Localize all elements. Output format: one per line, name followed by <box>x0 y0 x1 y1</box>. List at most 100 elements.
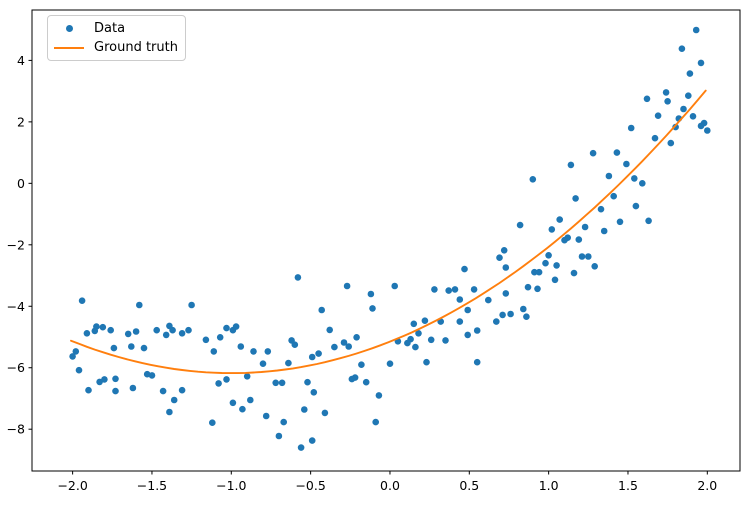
data-point <box>83 330 91 337</box>
x-tick-label: −2.0 <box>57 478 87 493</box>
data-point <box>250 348 257 355</box>
data-point <box>243 373 251 380</box>
data-point <box>520 305 527 313</box>
data-point <box>692 26 700 34</box>
data-point <box>272 379 280 387</box>
data-point <box>110 344 118 352</box>
data-point <box>680 105 687 113</box>
data-point <box>597 205 605 213</box>
data-point <box>651 134 659 142</box>
data-point <box>529 176 537 183</box>
data-point <box>69 353 76 360</box>
data-point <box>262 412 270 420</box>
data-point <box>581 223 589 231</box>
x-tick-label: 1.5 <box>618 478 638 493</box>
data-point <box>412 343 419 351</box>
data-point <box>188 301 195 309</box>
data-point <box>410 320 418 328</box>
data-point <box>215 380 222 387</box>
data-point <box>291 341 299 349</box>
data-point <box>170 396 178 404</box>
data-point <box>556 216 563 223</box>
data-point <box>140 344 148 352</box>
data-point <box>216 334 224 341</box>
data-point <box>362 378 370 386</box>
data-point <box>358 361 365 369</box>
data-point <box>353 334 360 341</box>
data-point <box>589 149 597 157</box>
data-point <box>461 265 468 273</box>
data-point <box>662 89 670 96</box>
data-point <box>159 387 167 395</box>
data-point <box>264 348 272 355</box>
data-point <box>578 253 586 260</box>
data-point <box>321 409 329 417</box>
data-point <box>85 386 92 394</box>
x-tick-label: 0.0 <box>380 478 400 493</box>
data-point <box>631 175 638 182</box>
data-point <box>404 339 411 347</box>
data-point <box>575 236 583 243</box>
x-tick-label: −0.5 <box>295 478 325 493</box>
data-point <box>75 366 83 374</box>
data-point <box>464 331 472 339</box>
data-point <box>318 306 326 314</box>
data-point <box>132 328 140 335</box>
data-point <box>643 95 651 103</box>
data-point <box>605 172 613 180</box>
data-point <box>112 375 119 383</box>
data-point <box>502 264 510 271</box>
data-point <box>294 274 302 281</box>
data-point <box>223 324 230 332</box>
data-point <box>572 195 579 202</box>
data-point <box>129 384 137 392</box>
x-tick-label: 2.0 <box>697 478 717 493</box>
data-point <box>340 339 348 346</box>
data-point <box>278 379 286 387</box>
data-point <box>499 311 506 319</box>
data-point <box>704 127 711 134</box>
data-point <box>531 268 538 276</box>
data-point <box>523 313 530 321</box>
data-point <box>470 286 478 293</box>
data-point <box>591 263 598 270</box>
data-point <box>689 113 697 120</box>
data-point <box>493 318 500 325</box>
data-point <box>585 253 592 260</box>
data-point <box>315 350 322 357</box>
data-point <box>697 59 705 67</box>
data-point <box>178 386 186 394</box>
data-point <box>128 343 135 350</box>
data-point <box>545 252 552 259</box>
data-point <box>685 92 692 99</box>
data-point <box>561 236 568 244</box>
data-point <box>600 227 608 235</box>
y-tick-label: −2 <box>7 237 25 252</box>
data-point <box>185 326 192 334</box>
data-point <box>535 268 543 276</box>
data-point <box>301 406 308 413</box>
data-point <box>672 123 679 131</box>
data-point <box>343 282 351 290</box>
data-point <box>386 360 394 368</box>
data-point <box>567 161 575 169</box>
legend-entry-data: Data <box>48 19 185 38</box>
data-point <box>507 310 514 318</box>
data-point <box>372 418 380 426</box>
data-point <box>259 360 267 368</box>
data-point <box>229 399 237 407</box>
data-point <box>280 418 288 426</box>
data-point <box>166 408 173 416</box>
y-tick-label: −4 <box>7 299 25 314</box>
data-point <box>456 296 464 303</box>
data-point <box>445 287 453 294</box>
data-point <box>391 282 399 290</box>
data-point <box>553 262 560 269</box>
data-point <box>686 70 694 77</box>
x-tick-label: −1.0 <box>216 478 246 493</box>
data-point <box>616 218 624 226</box>
data-point <box>667 139 675 147</box>
data-point <box>632 202 640 210</box>
